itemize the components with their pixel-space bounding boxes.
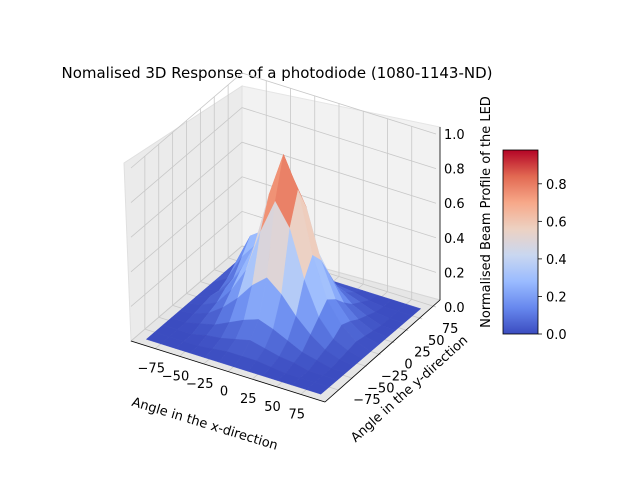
colorbar-tick-label: 0.2 (546, 290, 567, 305)
z-tick-label: 1.0 (444, 128, 465, 143)
z-tick-label: 0.6 (444, 197, 465, 212)
y-tick-label: 75 (442, 322, 459, 337)
z-tick-label: 0.2 (444, 266, 465, 281)
z-tick-label: 0.8 (444, 163, 465, 178)
x-tick-label: −50 (162, 369, 189, 384)
x-tick-label: −75 (138, 362, 165, 377)
x-tick-label: 0 (220, 385, 228, 400)
y-tick-label: 25 (414, 346, 431, 361)
colorbar-tick-label: 0.4 (546, 253, 567, 268)
y-axis-line (324, 299, 441, 403)
y-tick-label: −25 (381, 369, 408, 384)
colorbar-tick-label: 0.0 (546, 328, 567, 343)
colorbar (502, 149, 539, 335)
z-tick-label: 0.0 (444, 301, 465, 316)
x-tick-label: 75 (288, 407, 305, 422)
x-tick-label: −25 (186, 377, 213, 392)
surface-patch (305, 382, 330, 395)
chart-title: Nomalised 3D Response of a photodiode (1… (61, 64, 492, 82)
colorbar-tick-label: 0.6 (546, 215, 567, 230)
x-axis-line (130, 340, 326, 403)
z-axis-label: Normalised Beam Profile of the LED (479, 96, 494, 328)
surface-plot (145, 153, 422, 395)
y-tick-label: −75 (353, 393, 380, 408)
colorbar-tick-labels: 0.0 0.2 0.4 0.6 0.8 (538, 178, 567, 343)
x-axis-label: Angle in the x-direction (130, 395, 280, 454)
y-tick-label: −50 (367, 381, 394, 396)
x-tick-labels: −75−50−25 0 25 50 75 (138, 362, 305, 423)
y-tick-label: 0 (404, 358, 412, 373)
colorbar-tick-label: 0.8 (546, 178, 567, 193)
x-tick-label: 25 (240, 392, 257, 407)
y-tick-label: 50 (428, 334, 445, 349)
z-tick-label: 0.4 (444, 232, 465, 247)
z-tick-labels: 0.0 0.2 0.4 0.6 0.8 1.0 (444, 128, 465, 316)
x-tick-label: 50 (264, 400, 281, 415)
